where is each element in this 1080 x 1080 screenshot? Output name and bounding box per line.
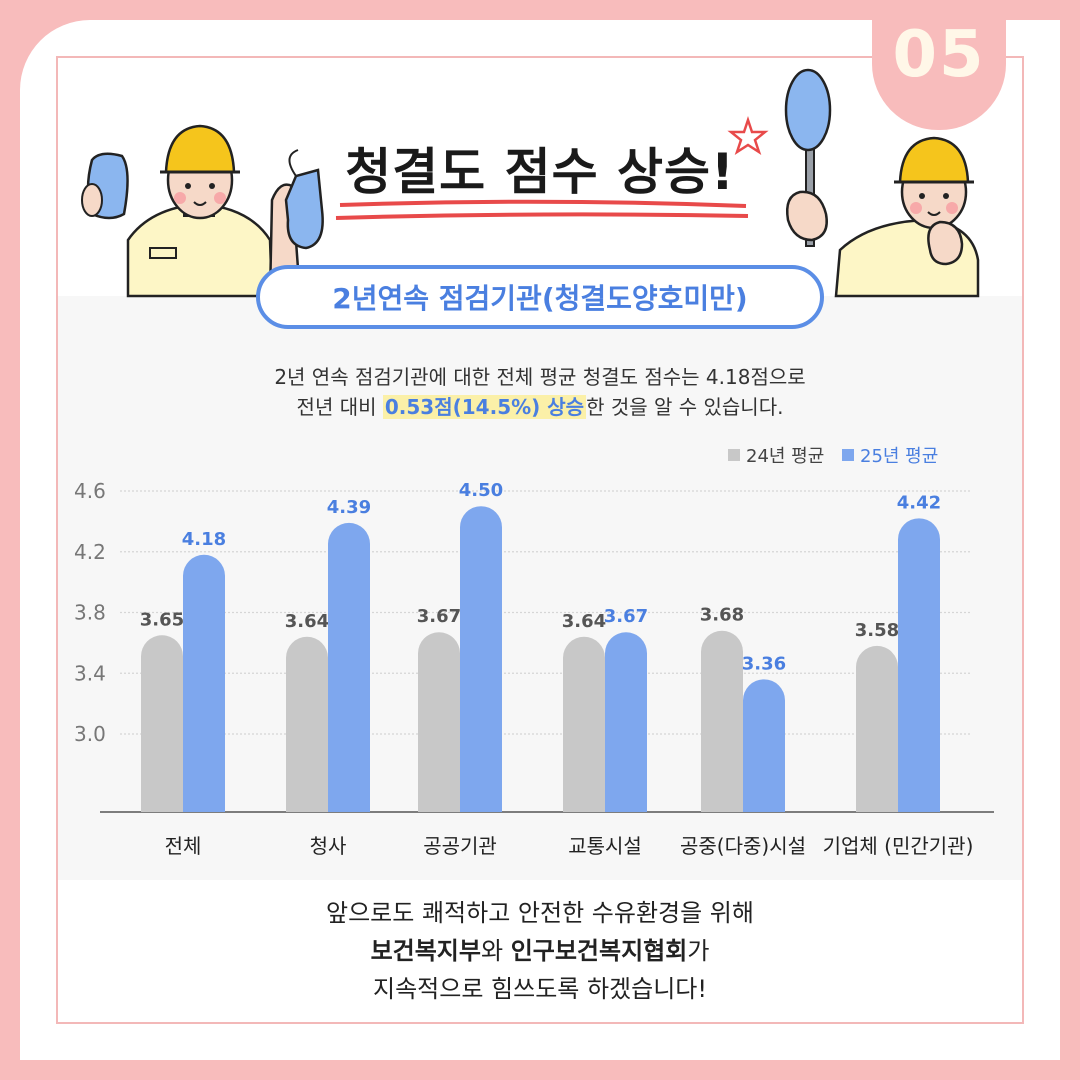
bar-chart: 4.64.23.83.43.03.65 3.64 3.67 3.64 3.683.584… <box>74 479 994 858</box>
bar-2025 <box>328 522 370 812</box>
bar-2024 <box>418 632 460 812</box>
bar-2025 <box>460 506 502 812</box>
star-icon <box>727 116 769 155</box>
footer-line-2: 보건복지부와 인구보건복지협회가 <box>140 932 940 970</box>
bar-2024 <box>856 645 898 812</box>
y-tick-label: 3.4 <box>74 661 106 685</box>
page-number: 05 <box>892 18 986 92</box>
legend-label-2025: 25년 평균 <box>860 446 939 467</box>
y-tick-label: 3.8 <box>74 601 106 625</box>
description-line-2: 전년 대비 0.53점(14.5%) 상승 한 것을 알 수 있습니다. <box>140 392 940 422</box>
x-tick-label: 전체 <box>165 834 202 858</box>
data-label-2024: 3.64 <box>285 611 329 632</box>
footer-line-1: 앞으로도 쾌적하고 안전한 수유환경을 위해 <box>326 899 754 927</box>
left-worker-illustration <box>81 124 324 298</box>
bar-2024 <box>141 635 183 812</box>
legend-item-2025: 25년 평균 <box>842 442 938 468</box>
footer-org-1: 보건복지부 <box>370 937 481 965</box>
data-label-2024: 3.68 <box>700 605 744 626</box>
description: 2년 연속 점검기관에 대한 전체 평균 청결도 점수는 4.18점으로 전년 … <box>140 362 940 422</box>
data-label-2024: 3.65 <box>140 609 184 630</box>
data-label-2024: 3.67 <box>417 606 461 627</box>
description-line-1: 2년 연속 점검기관에 대한 전체 평균 청결도 점수는 4.18점으로 <box>274 365 806 389</box>
page-title: 청결도 점수 상승! <box>345 143 735 201</box>
legend-swatch-2024 <box>728 449 740 461</box>
footer-conjunction: 와 <box>480 937 511 965</box>
data-label-2025: 3.36 <box>742 653 786 674</box>
y-tick-label: 4.2 <box>74 540 106 564</box>
data-label-2024: 3.64 <box>562 611 606 632</box>
title-underline-top <box>339 199 747 208</box>
footer-line-2-post: 가 <box>687 937 710 965</box>
x-tick-label: 공중(다중)시설 <box>680 834 806 858</box>
bar-2024 <box>701 630 743 812</box>
footer-message: 앞으로도 쾌적하고 안전한 수유환경을 위해 보건복지부와 인구보건복지협회가 … <box>140 894 940 1008</box>
data-label-2025: 3.67 <box>604 606 648 627</box>
bar-2025 <box>743 679 785 812</box>
footer-org-2: 인구보건복지협회 <box>510 937 688 965</box>
legend-item-2024: 24년 평균 <box>728 442 824 468</box>
legend-swatch-2025 <box>842 449 854 461</box>
data-label-2024: 3.58 <box>855 620 899 641</box>
bar-2024 <box>563 636 605 812</box>
data-label-2025: 4.50 <box>459 480 503 501</box>
bar-2024 <box>286 636 328 812</box>
subtitle-badge: 2년연속 점검기관(청결도양호미만) <box>256 265 824 329</box>
y-tick-label: 4.6 <box>74 479 106 503</box>
x-tick-label: 청사 <box>310 834 347 858</box>
data-label-2025: 4.18 <box>182 529 226 550</box>
page-number-badge: 05 <box>872 0 1006 130</box>
data-label-2025: 4.39 <box>327 497 371 518</box>
x-tick-label: 교통시설 <box>568 834 642 858</box>
bar-2025 <box>605 632 647 812</box>
description-line-2-pre: 전년 대비 <box>296 395 383 419</box>
content-frame <box>56 56 1024 1024</box>
title-underline-bottom <box>335 212 749 220</box>
x-tick-label: 공공기관 <box>423 834 497 858</box>
bar-2025 <box>898 518 940 812</box>
right-worker-illustration <box>784 68 980 298</box>
y-tick-label: 3.0 <box>74 722 106 746</box>
bar-2025 <box>183 554 225 812</box>
subtitle-text: 2년연속 점검기관(청결도양호미만) <box>332 282 748 315</box>
x-tick-label: 기업체 (민간기관) <box>823 834 974 858</box>
data-label-2025: 4.42 <box>897 492 941 513</box>
footer-line-3: 지속적으로 힘쓰도록 하겠습니다! <box>373 975 707 1003</box>
description-line-2-post: 한 것을 알 수 있습니다. <box>586 395 784 419</box>
description-highlight: 0.53점(14.5%) 상승 <box>382 395 587 419</box>
legend-label-2024: 24년 평균 <box>746 446 825 467</box>
cleaning-workers-illustration <box>81 68 980 298</box>
